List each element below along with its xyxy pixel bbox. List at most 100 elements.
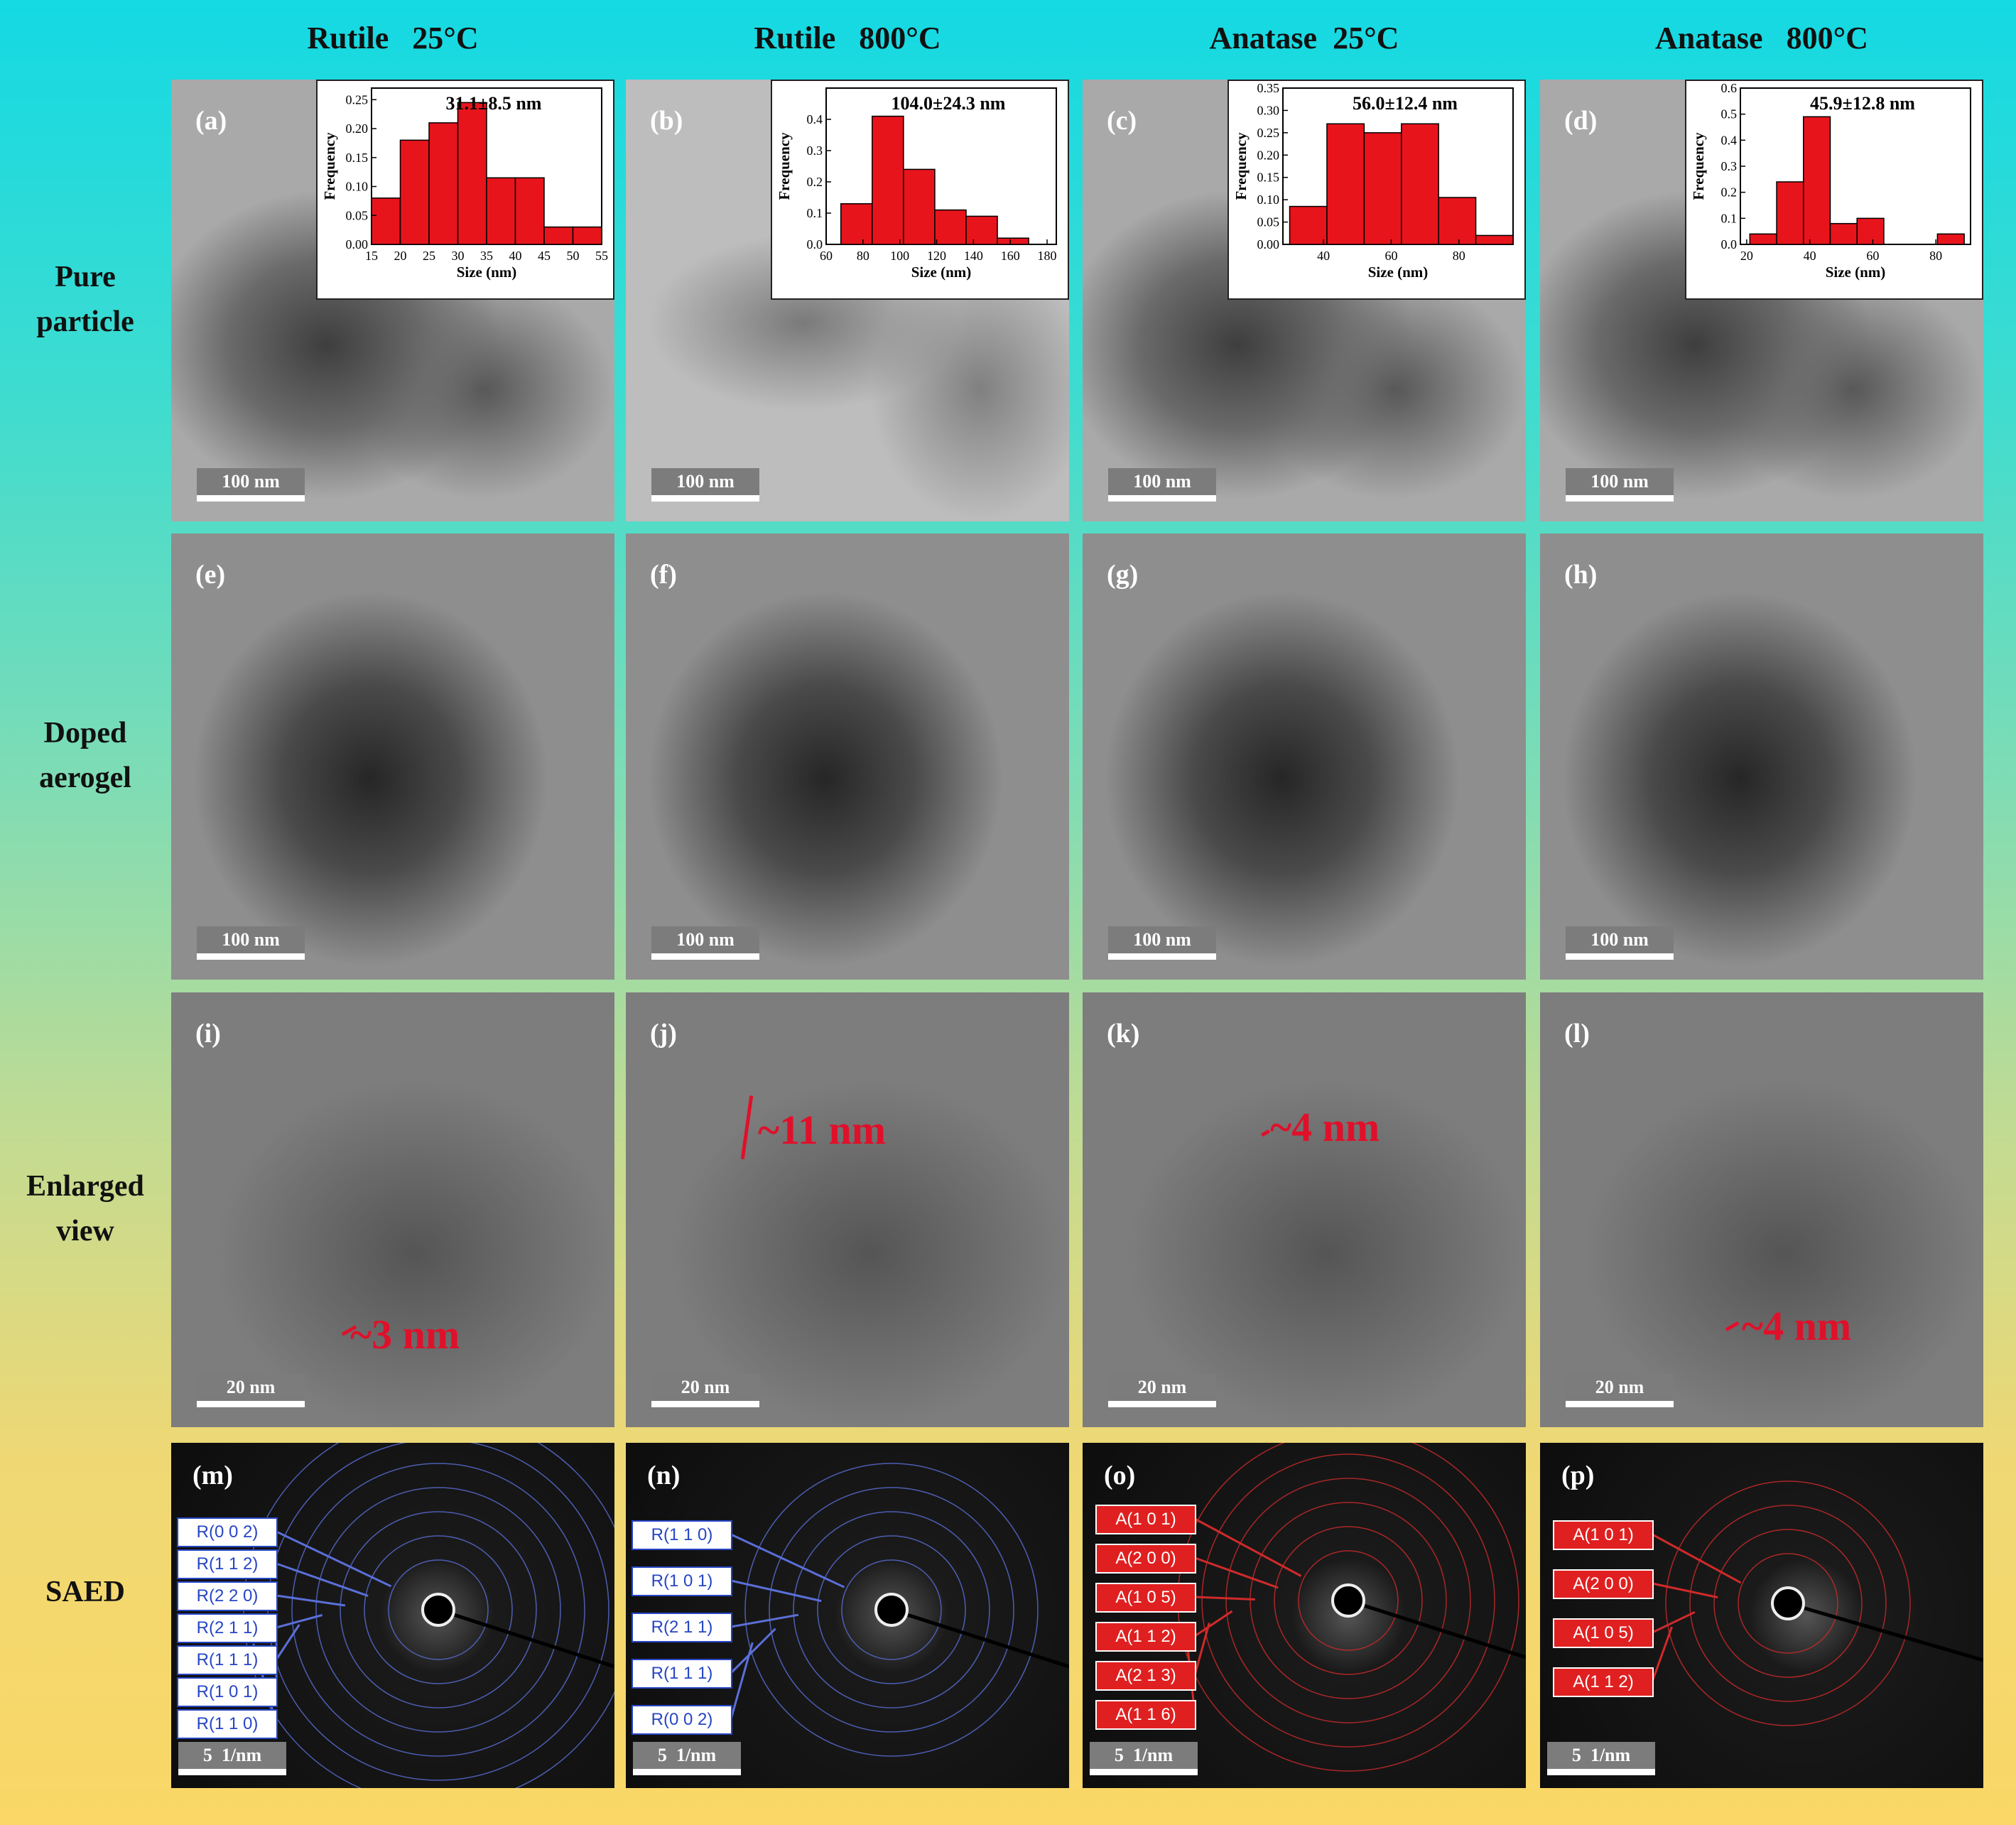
saed-image: R(1 1 0) R(1 0 1) R(2 1 1) R(1 1 1) R(0 0 2)… [626,1443,1069,1788]
histogram-inset: 0.00 0.05 0.10 0.15 0.20 0.25 15 20 25 30 35 40 45 50… [316,80,614,300]
tem-image: (k) 20 nm ~4 nm [1083,992,1526,1427]
ring-pointer [276,1530,392,1588]
x-tick-label: 80 [1453,249,1465,263]
ring-label: R(1 1 0) [632,1520,732,1550]
tem-image: (h) 100 nm [1540,534,1983,980]
panel-label: (d) [1564,106,1598,136]
y-tick-label: 0.6 [1721,81,1738,95]
center-spot [1771,1586,1805,1620]
y-tick-label: 0.30 [1257,103,1280,117]
ring-pointer [730,1642,754,1720]
bar [1289,205,1328,245]
x-tick-label: 100 [890,249,909,263]
ring [315,1487,561,1733]
bar [997,237,1029,245]
scale-bar: 100 nm [651,468,759,502]
y-tick-label: 0.3 [1721,159,1738,173]
ring-pointer [730,1628,776,1674]
bar [1749,233,1777,245]
ring [769,1487,1014,1733]
saed-image: A(1 0 1) A(2 0 0) A(1 0 5) A(1 1 2) A(2 1 3)… [1083,1443,1526,1788]
row-label: SAED [45,1576,126,1608]
panel-label: (e) [195,560,226,590]
ring [291,1463,585,1757]
x-tick-label: 80 [857,249,869,263]
ring [1225,1478,1471,1723]
x-tick-label: 35 [480,249,493,263]
ring-pointer [276,1594,346,1607]
ring-label: A(1 0 1) [1553,1520,1654,1550]
y-tick-label: 0.25 [1257,126,1280,140]
y-tick-label: 0.2 [807,175,823,189]
inset-title: 31.1±8.5 nm [446,93,542,114]
ring-label: R(1 0 1) [177,1677,278,1707]
y-tick-label: 0.0 [1721,237,1738,251]
saed-image: R(0 0 2) R(1 1 2) R(2 2 0) R(2 1 1) R(1 1 1)… [171,1443,614,1788]
y-tick-label: 0.1 [1721,211,1738,225]
ring [1738,1553,1838,1654]
x-axis-label: Size (nm) [457,264,517,281]
bar [543,226,574,245]
panel-label: (j) [650,1019,677,1049]
ring-label: A(1 0 5) [1095,1583,1196,1613]
ring-label: A(2 1 3) [1095,1661,1196,1691]
tem-image: (f) 100 nm [626,534,1069,980]
panel-label: (f) [650,560,677,590]
ring-pointer [1193,1623,1210,1676]
row-label: Enlarged view [26,1170,144,1247]
bar [1803,116,1831,245]
y-axis-label: Frequency [1690,132,1707,200]
y-axis-label: Frequency [776,132,793,200]
y-tick-label: 0.05 [1257,215,1280,229]
ring-label: R(2 1 1) [177,1613,278,1643]
ring [817,1535,966,1684]
ring-label: A(1 1 2) [1553,1667,1654,1697]
diffraction-rings [1651,1480,1983,1726]
tem-image: (a) 100 nm 0.00 0.05 0.10 0.15 0.20 0.25 15 20 25 3… [171,80,614,521]
x-tick-label: 60 [820,249,833,263]
ring-label: R(1 1 1) [632,1659,732,1689]
tem-image: (l) 20 nm ~4 nm [1540,992,1983,1427]
scale-bar: 100 nm [197,926,305,960]
x-tick-label: 180 [1038,249,1057,263]
ring-pointer [1652,1582,1718,1599]
ring [388,1559,489,1660]
panel-label: (m) [193,1461,233,1490]
y-tick-label: 0.20 [1257,148,1280,162]
panel-label: (c) [1107,106,1137,136]
x-tick-label: 120 [927,249,946,263]
y-tick-label: 0.00 [346,237,369,251]
y-tick-label: 0.15 [346,151,369,165]
saed-image: A(1 0 1) A(2 0 0) A(1 0 5) A(1 1 2) (p) 5 1/n… [1540,1443,1983,1788]
y-tick-label: 0.25 [346,92,369,107]
x-tick-label: 80 [1929,249,1942,263]
tem-image: (c) 100 nm 0.00 0.05 0.10 0.15 0.20 0.25 0.30 0.3… [1083,80,1526,521]
ring [793,1511,990,1708]
panel-label: (o) [1104,1461,1136,1490]
measure-line [1261,1129,1270,1137]
ring-label: A(1 0 1) [1095,1505,1196,1534]
ring-label: A(1 1 6) [1095,1700,1196,1730]
x-tick-label: 55 [595,249,608,263]
ring-pointer [1194,1610,1233,1637]
ring [1298,1550,1399,1651]
column-header: Anatase 800°C [1655,21,1868,55]
ring [364,1535,513,1684]
x-tick-label: 15 [365,249,378,263]
panel-label: (n) [647,1461,681,1490]
scale-bar: 100 nm [1108,926,1216,960]
bar [1438,197,1477,245]
ring-label: R(0 0 2) [177,1517,278,1547]
x-axis-label: Size (nm) [1826,264,1886,281]
y-tick-label: 0.10 [346,180,369,194]
ring-pointer [730,1613,799,1628]
y-tick-label: 0.4 [807,112,823,126]
center-spot [1331,1583,1365,1618]
x-tick-label: 20 [1740,249,1753,263]
y-tick-label: 0.00 [1257,237,1280,251]
panel-label: (b) [650,106,683,136]
bar [457,102,487,245]
bar [1401,123,1439,245]
y-tick-label: 0.4 [1721,133,1738,147]
x-tick-label: 40 [509,249,522,263]
